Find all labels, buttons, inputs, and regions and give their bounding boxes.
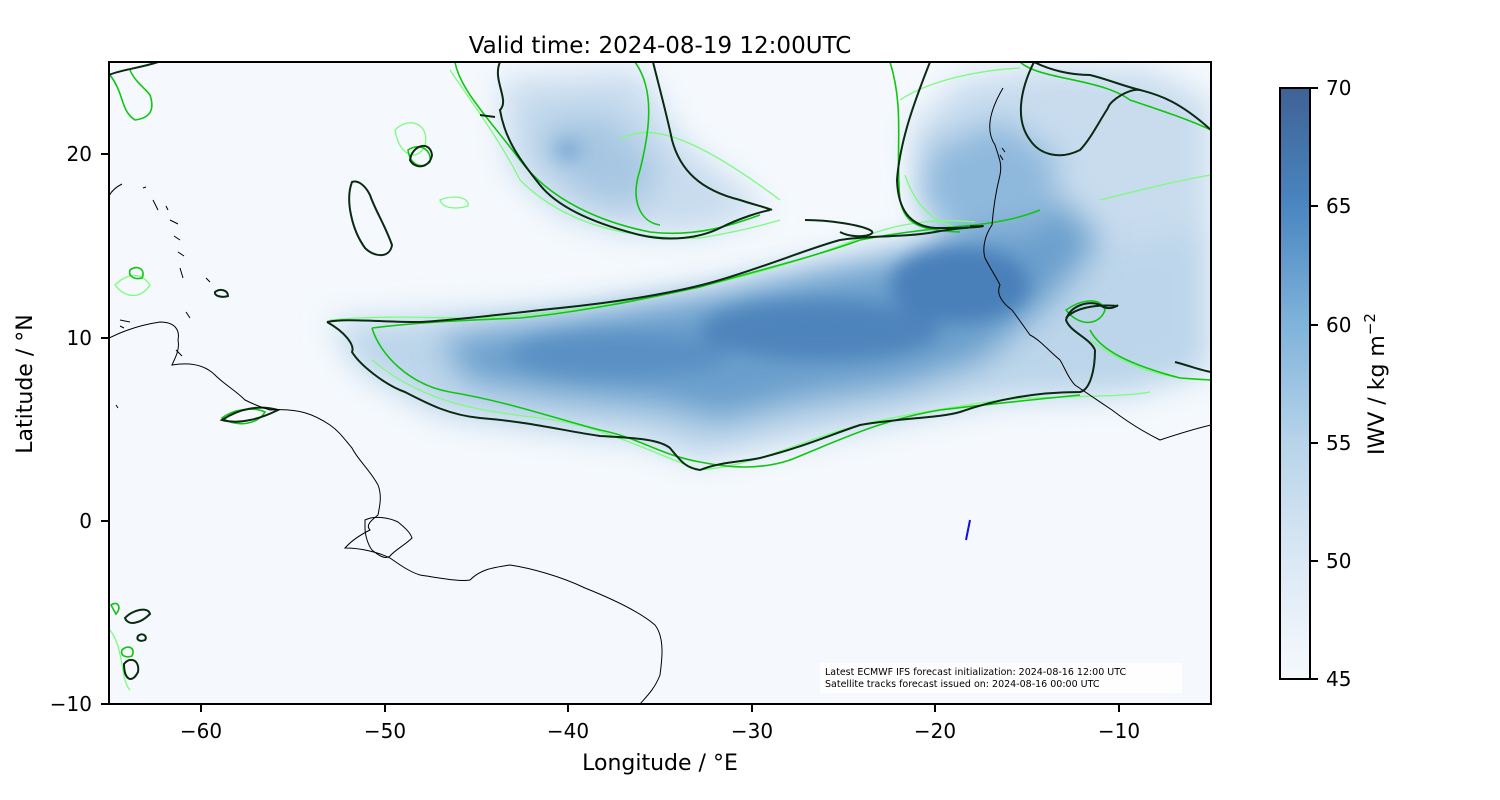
colorbar-tick-label: 50	[1326, 549, 1351, 573]
coastline-caribbean	[109, 183, 211, 409]
x-axis-label: Longitude / °E	[582, 751, 738, 776]
x-tick-label: −40	[547, 719, 589, 743]
x-tick: −20	[914, 704, 956, 743]
y-tick: −10	[50, 692, 109, 716]
x-tick: −30	[731, 704, 773, 743]
coastlines	[109, 87, 1211, 704]
x-tick-label: −50	[364, 719, 406, 743]
x-tick-label: −20	[914, 719, 956, 743]
colorbar-tick-label: 45	[1326, 667, 1351, 691]
x-tick-label: −30	[731, 719, 773, 743]
iwv-max-central	[700, 300, 940, 360]
annotation-box	[820, 663, 1182, 693]
iwv-max-east	[890, 247, 1030, 323]
x-tick: −60	[180, 704, 222, 743]
annotation-line-2: Satellite tracks forecast issued on: 202…	[825, 679, 1100, 690]
y-tick-label: 0	[79, 509, 92, 533]
map-panel: Latest ECMWF IFS forecast initialization…	[108, 61, 1212, 705]
coastline-amazon-delta	[364, 516, 413, 558]
y-tick: 0	[79, 509, 109, 533]
forecast-annotation: Latest ECMWF IFS forecast initialization…	[820, 663, 1182, 693]
y-tick-label: −10	[50, 692, 92, 716]
y-axis: −10 0 10 20 Latitude / °N	[13, 142, 109, 716]
y-tick: 10	[67, 326, 109, 350]
x-tick-label: −60	[180, 719, 222, 743]
annotation-line-1: Latest ECMWF IFS forecast initialization…	[825, 667, 1126, 678]
iwv-contours-green	[109, 62, 1211, 658]
map-frame	[108, 61, 1212, 705]
coastline-west-africa-islands	[999, 147, 1006, 161]
x-axis: −60 −50 −40 −30 −20 −10 Longitude / °E	[180, 704, 1140, 776]
colorbar-tick: 65	[1310, 194, 1351, 218]
iwv-max-west	[510, 333, 730, 377]
colorbar-tick-label: 55	[1326, 431, 1351, 455]
colorbar-gradient	[1279, 87, 1311, 680]
iwv-local-max-north	[554, 140, 582, 160]
y-axis-label: Latitude / °N	[13, 314, 38, 453]
colorbar-tick-label: 70	[1326, 76, 1351, 100]
colorbar-label-exponent: −2	[1361, 313, 1379, 335]
colorbar-tick: 45	[1310, 667, 1351, 691]
map-title: Valid time: 2024-08-19 12:00UTC	[469, 33, 852, 59]
y-tick-label: 10	[67, 326, 92, 350]
coastline-africa	[983, 87, 1211, 441]
colorbar-tick-label: 65	[1326, 194, 1351, 218]
colorbar-tick: 55	[1310, 431, 1351, 455]
x-tick-label: −10	[1098, 719, 1140, 743]
satellite-track	[965, 519, 971, 541]
colorbar-tick: 50	[1310, 549, 1351, 573]
colorbar-tick: 60	[1310, 313, 1351, 337]
y-tick: 20	[67, 142, 109, 166]
y-tick-label: 20	[67, 142, 92, 166]
iwv-contours-dark	[109, 62, 1211, 680]
iwv-north-core	[540, 115, 660, 205]
x-tick: −10	[1098, 704, 1140, 743]
iwv-ne-core	[920, 120, 1060, 235]
coastline-south-america	[109, 321, 663, 704]
iwv-field	[330, 66, 1211, 460]
iwv-contours-light	[109, 67, 1211, 691]
colorbar-label: IWV / kg m−2	[1361, 313, 1390, 455]
x-tick: −50	[364, 704, 406, 743]
colorbar-tick-label: 60	[1326, 313, 1351, 337]
colorbar-label-main: IWV / kg m	[1365, 335, 1390, 455]
x-tick: −40	[547, 704, 589, 743]
colorbar: 45 50 55 60 65 70 IWV / kg m−2	[1279, 76, 1390, 691]
colorbar-tick: 70	[1310, 76, 1351, 100]
